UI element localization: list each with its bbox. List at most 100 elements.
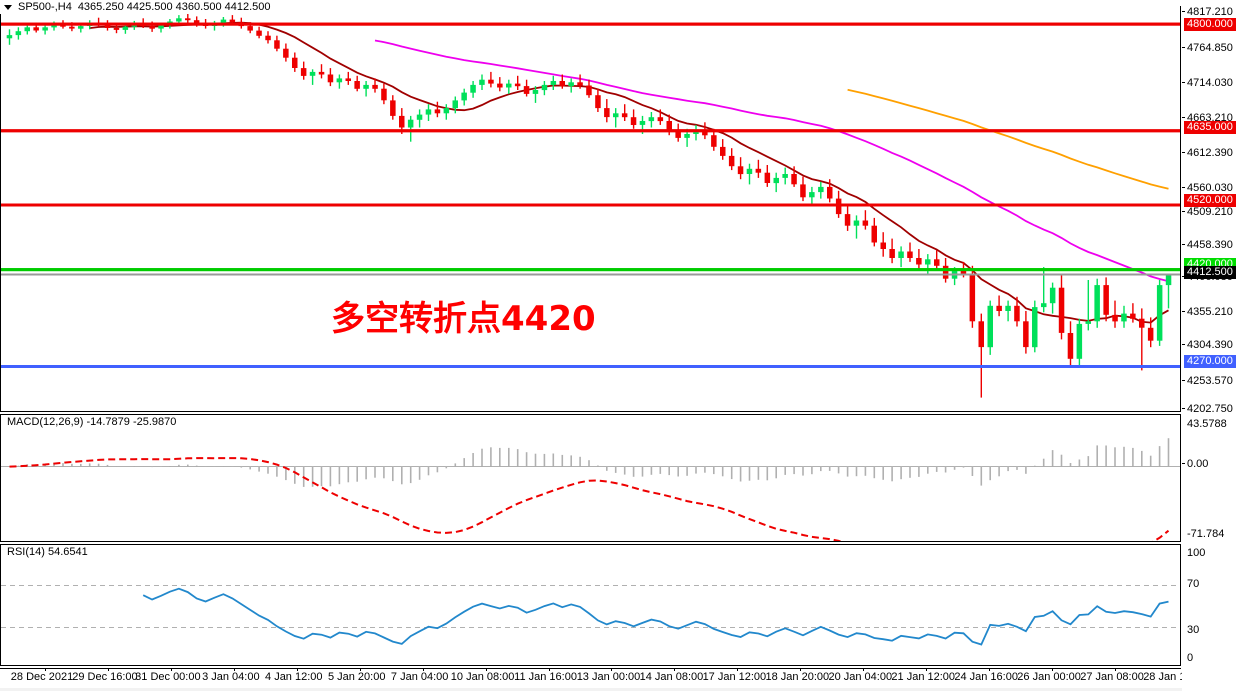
time-axis-tick-label: 4 Jan 12:00 — [265, 671, 323, 683]
candle-body — [1005, 305, 1011, 311]
price-axis-tick: 4355.210 — [1182, 306, 1233, 318]
price-level-chip[interactable]: 4800.000 — [1184, 18, 1236, 31]
tick-mark — [1182, 276, 1185, 278]
price-axis-tick: 4304.390 — [1182, 339, 1233, 351]
candle-body — [532, 90, 539, 94]
price-axis-tick: 4458.390 — [1182, 239, 1233, 251]
candle-body — [1058, 287, 1065, 333]
price-axis-tick-label: 4714.030 — [1187, 77, 1233, 89]
candle-body — [907, 251, 913, 258]
caret-down-icon[interactable] — [4, 4, 12, 10]
time-axis-rule — [0, 668, 1181, 669]
tick-mark — [1182, 244, 1185, 246]
tick-mark — [1182, 152, 1185, 154]
time-axis-divider — [549, 668, 550, 671]
candle-body — [523, 86, 530, 94]
candle-body — [1103, 285, 1109, 315]
price-axis-tick-label: 4304.390 — [1187, 339, 1233, 351]
price-axis[interactable]: 4817.210 4764.850 4714.030 4663.210 4612.390… — [1182, 0, 1236, 691]
candle-body — [675, 131, 681, 138]
tick-mark — [1182, 187, 1185, 189]
price-plot-area[interactable] — [1, 7, 1180, 411]
tick-mark — [1182, 117, 1185, 119]
candle-body — [934, 259, 940, 266]
tick-mark — [1182, 463, 1185, 465]
price-axis-tick-label: 4817.210 — [1187, 6, 1233, 18]
candle-body — [720, 146, 726, 156]
time-axis-tick-label: 14 Jan 08:00 — [639, 671, 704, 683]
candle-body — [711, 135, 717, 147]
candle-body — [318, 71, 325, 75]
time-axis-tick-label: 13 Jan 00:00 — [576, 671, 641, 683]
candle-body — [639, 121, 646, 125]
time-axis-divider — [171, 668, 172, 671]
candle-body — [960, 270, 967, 274]
candle-body — [479, 79, 485, 85]
rsi-axis-tick: 100 — [1187, 547, 1206, 559]
candle-body — [488, 79, 494, 84]
price-level-chip[interactable]: 4635.000 — [1184, 121, 1236, 134]
time-axis[interactable]: 28 Dec 2021 29 Dec 16:00 31 Dec 00:00 3 Jan… — [0, 668, 1207, 688]
macd-axis-tick-label: -71.784 — [1187, 528, 1225, 540]
rsi-plot-area[interactable] — [1, 545, 1180, 665]
candle-body — [550, 81, 557, 85]
price-axis-tick: 4817.210 — [1182, 6, 1233, 18]
candle-body — [1112, 314, 1118, 322]
candle-body — [827, 186, 833, 199]
candle-body — [737, 166, 744, 175]
macd-indicator-panel[interactable]: MACD(12,26,9) -14.7879 -25.9870 — [0, 414, 1181, 542]
price-axis-tick: 4560.030 — [1182, 182, 1233, 194]
candle-body — [193, 20, 200, 25]
candle-body — [1076, 323, 1083, 359]
candle-body — [818, 186, 824, 193]
candle-body — [925, 259, 931, 265]
time-axis-tick-label: 27 Jan 08:00 — [1080, 671, 1144, 683]
candle-body — [684, 134, 690, 138]
candle-body — [1049, 287, 1056, 304]
symbol-label: SP500-,H4 — [18, 1, 72, 13]
candle-body — [309, 71, 316, 76]
candle-body — [1156, 285, 1163, 341]
time-axis-divider — [486, 668, 487, 671]
time-axis-divider — [611, 668, 612, 671]
candle-body — [978, 321, 984, 348]
candle-body — [746, 168, 753, 174]
candle-body — [434, 109, 441, 114]
price-level-chip[interactable]: 4270.000 — [1184, 355, 1236, 368]
candle-body — [1147, 327, 1154, 341]
candle-body — [363, 84, 369, 89]
candle-body — [1085, 321, 1091, 324]
candle-body — [782, 174, 788, 178]
candle-body — [1032, 307, 1038, 348]
time-axis-tick-label: 18 Jan 20:00 — [765, 671, 830, 683]
candle-body — [399, 115, 405, 128]
candle-body — [1041, 303, 1047, 308]
candle-body — [773, 177, 779, 184]
candle-body — [185, 18, 191, 21]
price-axis-tick-label: 4612.390 — [1187, 147, 1233, 159]
candle-body — [176, 18, 182, 22]
price-chart-panel[interactable] — [0, 6, 1181, 412]
macd-plot-area[interactable] — [1, 415, 1180, 541]
rsi-axis-tick: 0 — [1187, 652, 1194, 664]
candle-body — [122, 26, 129, 30]
rsi-indicator-panel[interactable]: RSI(14) 54.6541 — [0, 544, 1181, 666]
candle-body — [1139, 318, 1145, 328]
candle-body — [425, 109, 432, 115]
candle-body — [987, 305, 993, 348]
candle-body — [604, 108, 610, 118]
tick-mark — [1182, 47, 1185, 49]
price-level-chip[interactable]: 4412.500 — [1184, 266, 1236, 279]
time-axis-divider — [863, 668, 864, 671]
price-axis-tick: 4764.850 — [1182, 42, 1233, 54]
price-level-chip[interactable]: 4520.000 — [1184, 194, 1236, 207]
time-axis-tick-label: 29 Dec 16:00 — [72, 671, 138, 683]
macd-label: MACD(12,26,9) -14.7879 -25.9870 — [5, 416, 179, 428]
time-axis-divider — [674, 668, 675, 671]
price-axis-tick: 4714.030 — [1182, 77, 1233, 89]
candle-body — [15, 31, 22, 36]
time-axis-divider — [297, 668, 298, 671]
candle-body — [443, 108, 450, 114]
candle-body — [372, 84, 378, 89]
time-axis-tick-label: 31 Dec 00:00 — [135, 671, 201, 683]
